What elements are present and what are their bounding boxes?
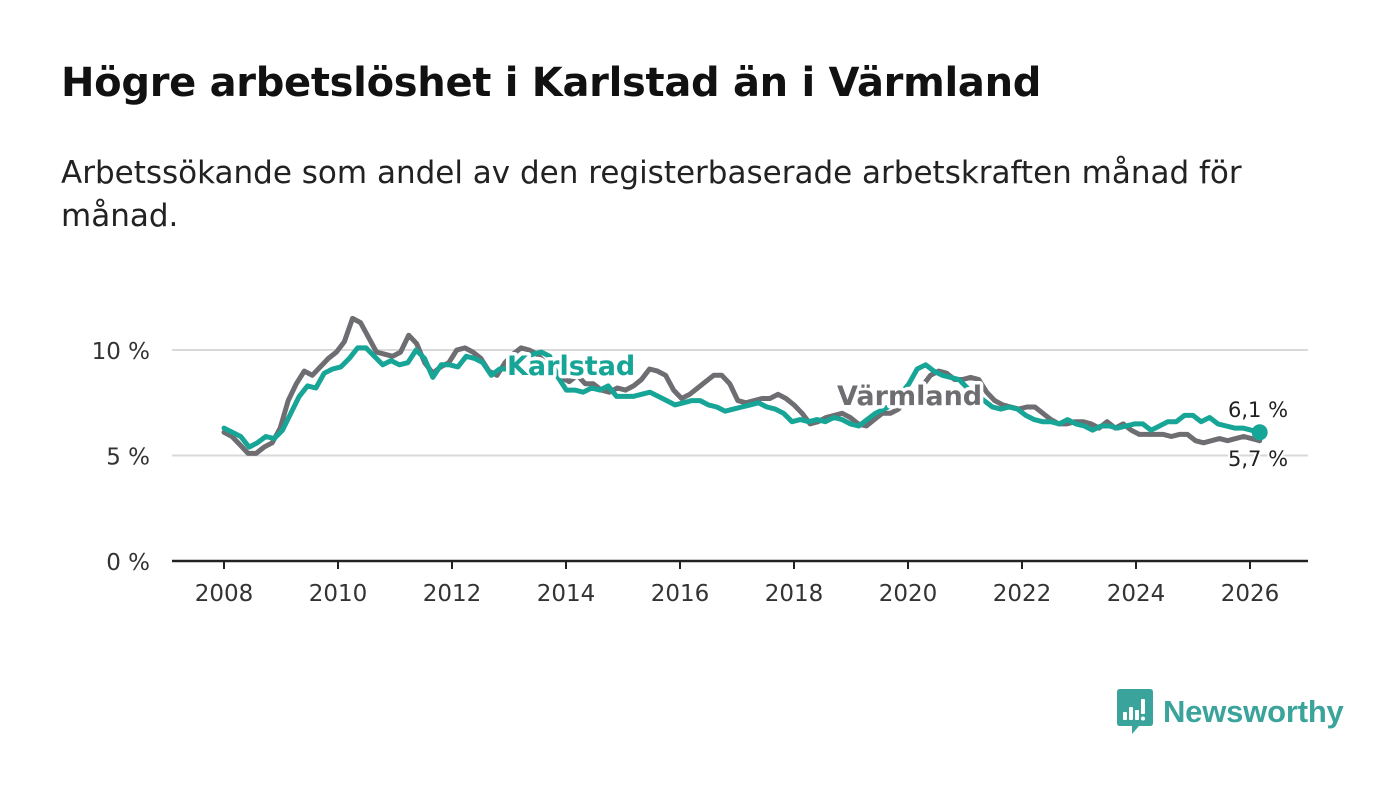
series-name-värmland: Värmland [837,381,982,412]
series-line-värmland [221,315,1263,456]
series-labels: Karlstad Värmland 6,1 % 5,7 % [504,348,1291,474]
x-tick-label: 2016 [651,581,710,607]
x-tick-label: 2022 [993,581,1052,607]
brand-name: Newsworthy [1163,694,1344,729]
y-tick-label: 5 % [106,445,150,471]
y-tick-label: 10 % [92,339,150,365]
x-tick-label: 2012 [423,581,482,607]
x-tick-label: 2020 [879,581,938,607]
x-axis: 2008 2010 2012 2014 2016 2018 2020 2022 2024 2026 [172,559,1308,607]
x-tick-label: 2018 [765,581,824,607]
newsworthy-logo[interactable]: Newsworthy [1117,688,1344,736]
newsworthy-logo-icon [1117,689,1153,734]
end-value-värmland: 5,7 % [1228,447,1288,471]
x-tick-label: 2008 [195,581,254,607]
end-value-karlstad: 6,1 % [1228,398,1288,422]
x-tick-label: 2014 [537,581,596,607]
chart-title: Högre arbetslöshet i Karlstad än i Värml… [61,60,1042,106]
gridlines: 0 % 5 % 10 % [92,339,1308,576]
series-lines [221,315,1263,456]
series-line-karlstad [221,345,1263,450]
x-tick-label: 2024 [1107,581,1166,607]
chart-subtitle: Arbetssökande som andel av den registerb… [61,155,1242,234]
series-name-karlstad: Karlstad [507,351,635,382]
y-tick-label: 0 % [106,550,150,576]
x-tick-label: 2010 [309,581,368,607]
x-tick-label: 2026 [1221,581,1280,607]
end-point-karlstad [1251,424,1268,441]
